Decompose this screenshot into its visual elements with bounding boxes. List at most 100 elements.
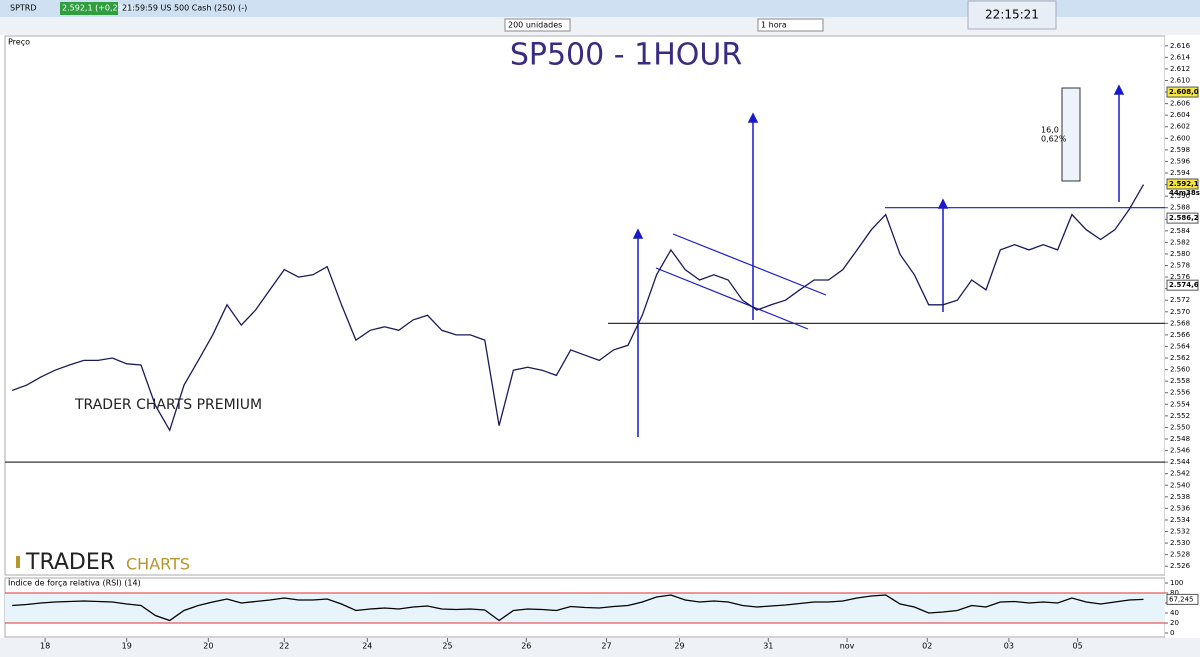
y-tick-label: 2.548	[1170, 435, 1190, 443]
y-tick-label: 2.534	[1170, 516, 1191, 524]
y-tick-label: 2.578	[1170, 262, 1190, 270]
quote: 2.592,1 (+0,23%)	[62, 4, 133, 13]
units-select[interactable]	[504, 18, 571, 32]
countdown: 44m38s	[1169, 189, 1200, 197]
clock: 22:15:21	[985, 8, 1039, 22]
rsi-marker	[1166, 593, 1199, 605]
y-tick-label: 2.558	[1170, 377, 1190, 385]
y-tick-label: 20	[1170, 619, 1179, 627]
y-tick-label: 2.590	[1170, 192, 1190, 200]
y-tick-label: 2.594	[1170, 169, 1191, 177]
x-tick-label: 27	[601, 642, 611, 651]
y-tick-label: 2.606	[1170, 100, 1191, 108]
y-tick-label: 2.604	[1170, 111, 1191, 119]
y-tick-label: 2.542	[1170, 470, 1190, 478]
price-marker	[1166, 212, 1199, 224]
y-tick-label: 0	[1170, 629, 1174, 637]
y-tick-label: 2.538	[1170, 493, 1190, 501]
title-bar	[0, 0, 1200, 17]
x-tick-label: 20	[203, 642, 213, 651]
x-tick-label: 03	[1004, 642, 1014, 651]
x-tick-label: 05	[1073, 642, 1083, 651]
rsi-panel-label: Índice de força relativa (RSI) (14)	[8, 577, 141, 588]
logo-right: CHARTS	[126, 555, 190, 574]
units: 200 unidades	[508, 21, 562, 30]
price-line	[11, 184, 1145, 432]
chart-title: SP500 - 1HOUR	[510, 38, 742, 73]
measure-points: 16,0	[1041, 126, 1059, 135]
y-tick-label: 2.560	[1170, 366, 1190, 374]
y-tick-label: 2.554	[1170, 400, 1191, 408]
price-line	[12, 594, 1144, 622]
arrows	[632, 84, 1125, 437]
x-tick-label: 18	[40, 642, 50, 651]
y-tick-label: 2.576	[1170, 273, 1191, 281]
y-tick-label: 2.596	[1170, 157, 1191, 165]
y-tick-label: 2.528	[1170, 551, 1190, 559]
y-tick-label: 2.582	[1170, 238, 1190, 246]
toolbar	[0, 17, 1200, 35]
x-tick-label: 29	[674, 642, 684, 651]
y-tick-label: 2.612	[1170, 65, 1190, 73]
y-tick-label: 2.540	[1170, 481, 1190, 489]
logo-mark	[16, 556, 20, 568]
y-tick-label: 2.566	[1170, 331, 1191, 339]
y-tick-label: 2.564	[1170, 342, 1191, 350]
x-tick-label: 25	[442, 642, 452, 651]
y-tick-label: 2.546	[1170, 447, 1191, 455]
price-marker-label: 2.592,1	[1169, 180, 1199, 188]
rsi-marker-label: 67,245	[1169, 595, 1194, 603]
y-axis-area	[1165, 36, 1200, 637]
y-tick-label: 2.526	[1170, 562, 1191, 570]
price-marker-label: 2.574,6	[1169, 281, 1199, 289]
x-tick-label: 02	[922, 642, 932, 651]
price-marker-label: 2.586,2	[1169, 214, 1199, 222]
price-marker	[1166, 279, 1199, 291]
y-tick-label: 2.602	[1170, 123, 1190, 131]
x-tick-label: 31	[763, 642, 773, 651]
watermark: TRADER CHARTS PREMIUM	[74, 397, 262, 413]
price-marker	[1166, 178, 1199, 190]
y-tick-label: 2.562	[1170, 354, 1190, 362]
price-panel	[4, 35, 1166, 576]
price-marker-label: 2.608,0	[1169, 88, 1199, 96]
price-marker	[1166, 86, 1199, 98]
y-tick-label: 2.530	[1170, 539, 1190, 547]
info: 21:59:59 US 500 Cash (250) (-)	[122, 4, 247, 13]
x-tick-label: 19	[122, 642, 132, 651]
y-tick-label: 40	[1170, 609, 1179, 617]
x-tick-label: 24	[362, 642, 372, 651]
y-tick-label: 2.568	[1170, 319, 1190, 327]
y-tick-label: 2.572	[1170, 296, 1190, 304]
y-tick-label: 2.580	[1170, 250, 1190, 258]
y-tick-label: 2.614	[1170, 53, 1191, 61]
y-tick-label: 2.536	[1170, 504, 1191, 512]
x-tick-label: 22	[279, 642, 289, 651]
measure-percent: 0,62%	[1041, 135, 1067, 144]
logo-left: TRADER	[25, 550, 115, 575]
y-tick-label: 2.550	[1170, 423, 1190, 431]
timeframe-select[interactable]	[757, 18, 824, 32]
x-tick-label: nov	[840, 642, 855, 651]
y-tick-label: 2.600	[1170, 134, 1190, 142]
y-tick-label: 2.556	[1170, 389, 1191, 397]
y-tick-label: 2.570	[1170, 308, 1190, 316]
measure-box	[1061, 87, 1081, 182]
y-tick-label: 100	[1170, 579, 1183, 587]
y-tick-label: 2.598	[1170, 146, 1190, 154]
panel-label: Preço	[8, 38, 30, 47]
y-tick-label: 2.588	[1170, 204, 1190, 212]
y-tick-label: 2.616	[1170, 42, 1191, 50]
x-tick-label: 26	[521, 642, 531, 651]
y-tick-label: 80	[1170, 589, 1179, 597]
y-tick-label: 2.610	[1170, 76, 1190, 84]
y-tick-label: 2.584	[1170, 227, 1191, 235]
x-axis-area	[0, 638, 1200, 657]
quote-badge	[60, 2, 118, 15]
clock-box	[967, 0, 1057, 30]
y-tick-label: 2.532	[1170, 528, 1190, 536]
symbol: SPTRD	[10, 4, 37, 13]
y-tick-label: 2.544	[1170, 458, 1191, 466]
timeframe: 1 hora	[761, 21, 787, 30]
